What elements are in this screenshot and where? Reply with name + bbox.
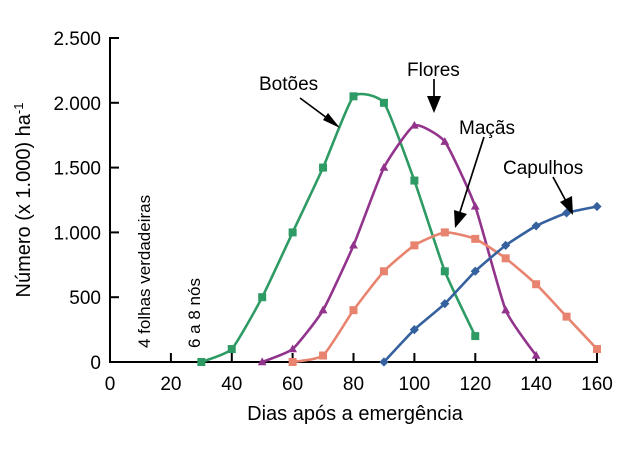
y-tick-label-0: 0	[90, 353, 101, 374]
svg-text:Número (x 1.000) ha-1: Número (x 1.000) ha-1	[11, 103, 35, 298]
series-label-capulhos: Capulhos	[503, 158, 583, 179]
y-axis-title-superscript: -1	[11, 103, 26, 115]
stage-label-4-folhas: 4 folhas verdadeiras	[135, 195, 154, 348]
series-label-flores: Flores	[407, 60, 460, 81]
x-tick-label-160: 160	[581, 374, 613, 395]
x-tick-label-40: 40	[221, 374, 242, 395]
y-tick-label-1500: 1.500	[53, 159, 101, 180]
series-ma-s	[288, 228, 601, 366]
series-markers	[197, 92, 480, 366]
y-tick-label-500: 500	[69, 288, 101, 309]
stage-label-4-folhas-text: 4 folhas verdadeiras	[135, 195, 154, 348]
x-tick-label-60: 60	[282, 374, 303, 395]
series-flores	[257, 120, 541, 366]
series-bot-es	[197, 92, 480, 366]
x-tick-label-0: 0	[105, 374, 116, 395]
x-tick-label-20: 20	[160, 374, 181, 395]
x-tick-label-140: 140	[520, 374, 552, 395]
y-axis-title: Número (x 1.000) ha-1	[11, 103, 35, 298]
stage-label-6a8-nos-text: 6 a 8 nós	[185, 278, 204, 348]
y-axis-ticks	[110, 37, 119, 363]
series-line	[200, 92, 477, 364]
series-markers	[257, 120, 541, 366]
series-label-macas: Maçãs	[459, 118, 515, 139]
series-line	[260, 123, 538, 364]
annotation-arrows	[299, 79, 573, 228]
series-label-botoes: Botões	[259, 74, 318, 95]
x-tick-label-120: 120	[459, 374, 491, 395]
series-layer	[197, 92, 602, 367]
x-tick-label-80: 80	[343, 374, 364, 395]
stage-label-6a8-nos: 6 a 8 nós	[185, 278, 204, 348]
x-axis-ticks	[109, 353, 598, 362]
y-tick-label-2500: 2.500	[53, 29, 101, 50]
y-tick-label-2000: 2.000	[53, 94, 101, 115]
x-axis-title: Dias após a emergência	[247, 403, 464, 425]
y-axis-title-main: Número (x 1.000) ha	[13, 113, 35, 297]
x-tick-label-100: 100	[399, 374, 431, 395]
series-markers	[288, 228, 601, 366]
y-tick-label-1000: 1.000	[53, 223, 101, 244]
